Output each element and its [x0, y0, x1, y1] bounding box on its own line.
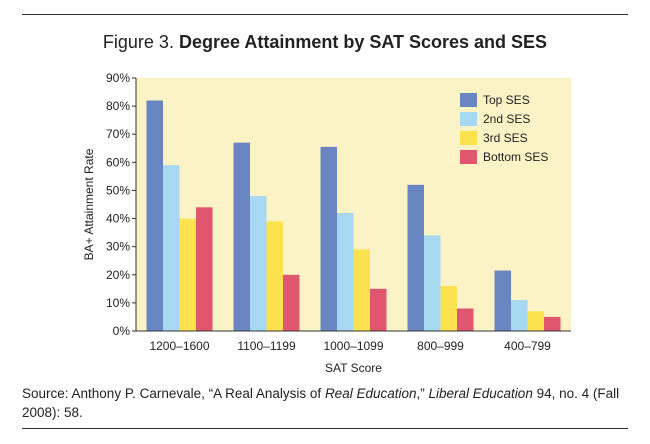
top-rule [22, 14, 628, 15]
x-axis-title: SAT Score [325, 361, 382, 375]
bar-top-ses [407, 184, 424, 331]
bar-bottom-ses [370, 288, 387, 331]
y-tick-label: 50% [106, 183, 130, 197]
bar-3rd-ses [266, 221, 283, 331]
y-tick-label: 20% [106, 268, 130, 282]
legend-label: Bottom SES [483, 150, 548, 164]
y-axis-title: BA+ Attainment Rate [82, 148, 96, 260]
bar-3rd-ses [440, 286, 457, 331]
y-tick-label: 90% [106, 71, 130, 85]
y-tick-label: 70% [106, 127, 130, 141]
figure-title: Figure 3. Degree Attainment by SAT Score… [0, 32, 650, 53]
x-tick-label: 1200–1600 [149, 339, 209, 353]
bar-top-ses [494, 270, 511, 331]
x-tick-label: 1000–1099 [323, 339, 383, 353]
bar-3rd-ses [179, 218, 196, 331]
y-tick-label: 40% [106, 212, 130, 226]
bar-top-ses [320, 146, 337, 331]
legend-label: 3rd SES [483, 131, 528, 145]
legend-label: Top SES [483, 93, 530, 107]
y-tick-label: 30% [106, 240, 130, 254]
legend-swatch [460, 131, 477, 145]
bottom-rule [22, 428, 628, 429]
bar-3rd-ses [353, 249, 370, 331]
x-tick-label: 1100–1199 [237, 339, 296, 353]
source-prefix: Source: Anthony P. Carnevale, “A Real An… [22, 386, 325, 401]
bar-2nd-ses [163, 165, 180, 331]
y-tick-label: 0% [113, 324, 131, 338]
bar-2nd-ses [424, 235, 441, 331]
legend-label: 2nd SES [483, 112, 530, 126]
legend-swatch [460, 112, 477, 126]
figure-title-text: Degree Attainment by SAT Scores and SES [178, 32, 548, 52]
source-note: Source: Anthony P. Carnevale, “A Real An… [22, 384, 628, 422]
bar-bottom-ses [544, 316, 561, 331]
figure-label: Figure 3. [102, 32, 174, 52]
bar-2nd-ses [511, 300, 528, 331]
x-tick-label: 400–799 [504, 339, 551, 353]
bar-bottom-ses [283, 274, 300, 331]
bar-2nd-ses [337, 212, 354, 331]
bar-2nd-ses [250, 196, 267, 331]
bar-bottom-ses [457, 308, 474, 331]
y-tick-label: 80% [106, 99, 130, 113]
x-tick-label: 800–999 [417, 339, 464, 353]
y-tick-label: 60% [106, 155, 130, 169]
bar-bottom-ses [196, 207, 213, 331]
legend-swatch [460, 93, 477, 107]
bar-top-ses [233, 142, 250, 331]
source-italic-real-education: Real Education [324, 386, 417, 401]
bar-top-ses [146, 100, 163, 331]
source-italic-liberal-education: Liberal Education [428, 386, 533, 401]
y-tick-label: 10% [106, 296, 130, 310]
source-suffix: 94, no. 4 (Fall 2008): 58. [22, 386, 620, 420]
source-mid: ,” [416, 386, 429, 401]
bar-3rd-ses [527, 311, 544, 331]
legend-swatch [460, 150, 477, 164]
